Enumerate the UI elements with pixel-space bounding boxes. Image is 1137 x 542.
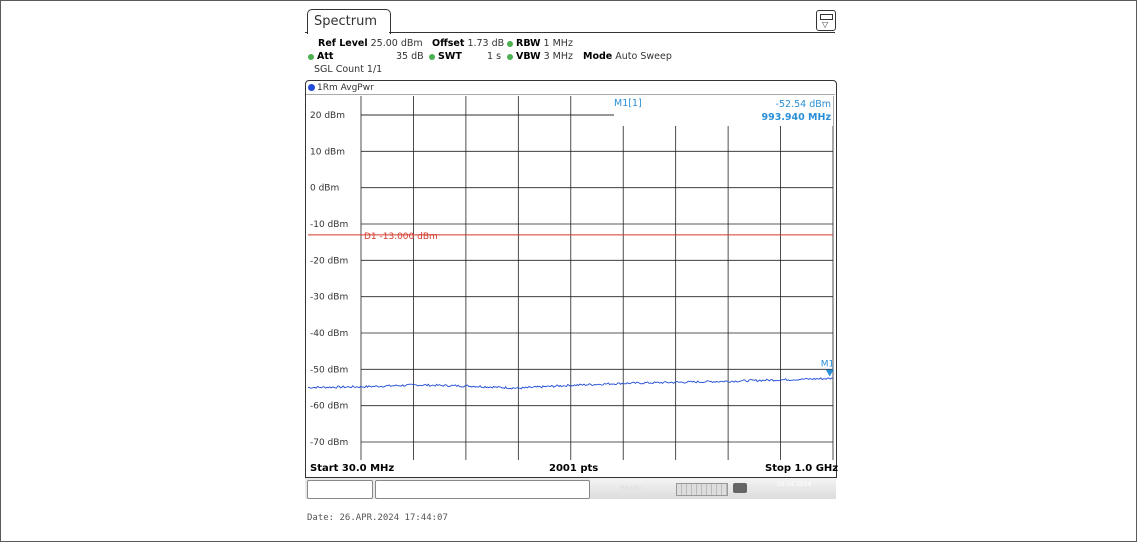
att-label: Att: [317, 51, 334, 62]
tab-underline: [389, 32, 835, 33]
mode: Mode Auto Sweep: [583, 51, 672, 62]
sweep-points: 2001 pts: [549, 463, 599, 474]
swt-value: 1 s: [487, 51, 501, 62]
status-field-left[interactable]: [307, 480, 373, 499]
window-menu-button[interactable]: ▽: [816, 10, 836, 31]
capture-date: Date: 26.APR.2024 17:44:07: [307, 513, 448, 523]
offset-label: Offset: [432, 38, 465, 49]
status-date: 26.04.2024: [777, 481, 812, 488]
status-field-message[interactable]: [375, 480, 590, 499]
progress-meter: [676, 483, 728, 496]
status-dot-icon: [507, 40, 513, 47]
mode-value: Auto Sweep: [615, 51, 672, 62]
vbw: VBW 3 MHz: [507, 51, 573, 62]
window-menu-icon: [820, 14, 833, 20]
ref-level: Ref Level 25.00 dBm: [318, 38, 423, 49]
spectrum-diagram[interactable]: [305, 80, 837, 478]
tab-underline-left: [305, 32, 308, 33]
swt: SWT: [429, 51, 462, 62]
trace-header: 1Rm AvgPwr: [308, 83, 374, 93]
start-frequency: Start 30.0 MHz: [310, 463, 395, 474]
status-dot-icon: [308, 53, 314, 60]
vbw-value: 3 MHz: [543, 51, 573, 62]
status-dot-icon: [429, 53, 435, 60]
trace-header-divider: [306, 94, 835, 95]
tab-spectrum[interactable]: Spectrum: [307, 9, 391, 34]
att-value: 35 dB: [396, 51, 424, 62]
status-ready: Ready: [620, 484, 642, 492]
mode-label: Mode: [583, 51, 613, 62]
stop-frequency: Stop 1.0 GHz: [765, 463, 839, 474]
offset: Offset 1.73 dB: [432, 38, 504, 49]
vbw-label: VBW: [516, 51, 541, 62]
att: Att: [308, 51, 333, 62]
network-icon: [733, 483, 747, 493]
status-dot-icon: [507, 53, 513, 60]
sgl-count: SGL Count 1/1: [314, 64, 383, 75]
rbw-label: RBW: [516, 38, 541, 49]
swt-label: SWT: [438, 51, 462, 62]
trace-label: 1Rm AvgPwr: [317, 83, 374, 93]
rbw-value: 1 MHz: [543, 38, 573, 49]
rbw: RBW 1 MHz: [507, 38, 573, 49]
swt-value-text: 1 s: [487, 51, 502, 62]
chevron-down-icon: ▽: [822, 20, 829, 29]
offset-value: 1.73 dB: [467, 38, 505, 49]
tab-spectrum-label: Spectrum: [314, 14, 377, 29]
ref-level-label: Ref Level: [318, 38, 368, 49]
trace-indicator-icon: [308, 84, 315, 91]
ref-level-value: 25.00 dBm: [370, 38, 423, 49]
